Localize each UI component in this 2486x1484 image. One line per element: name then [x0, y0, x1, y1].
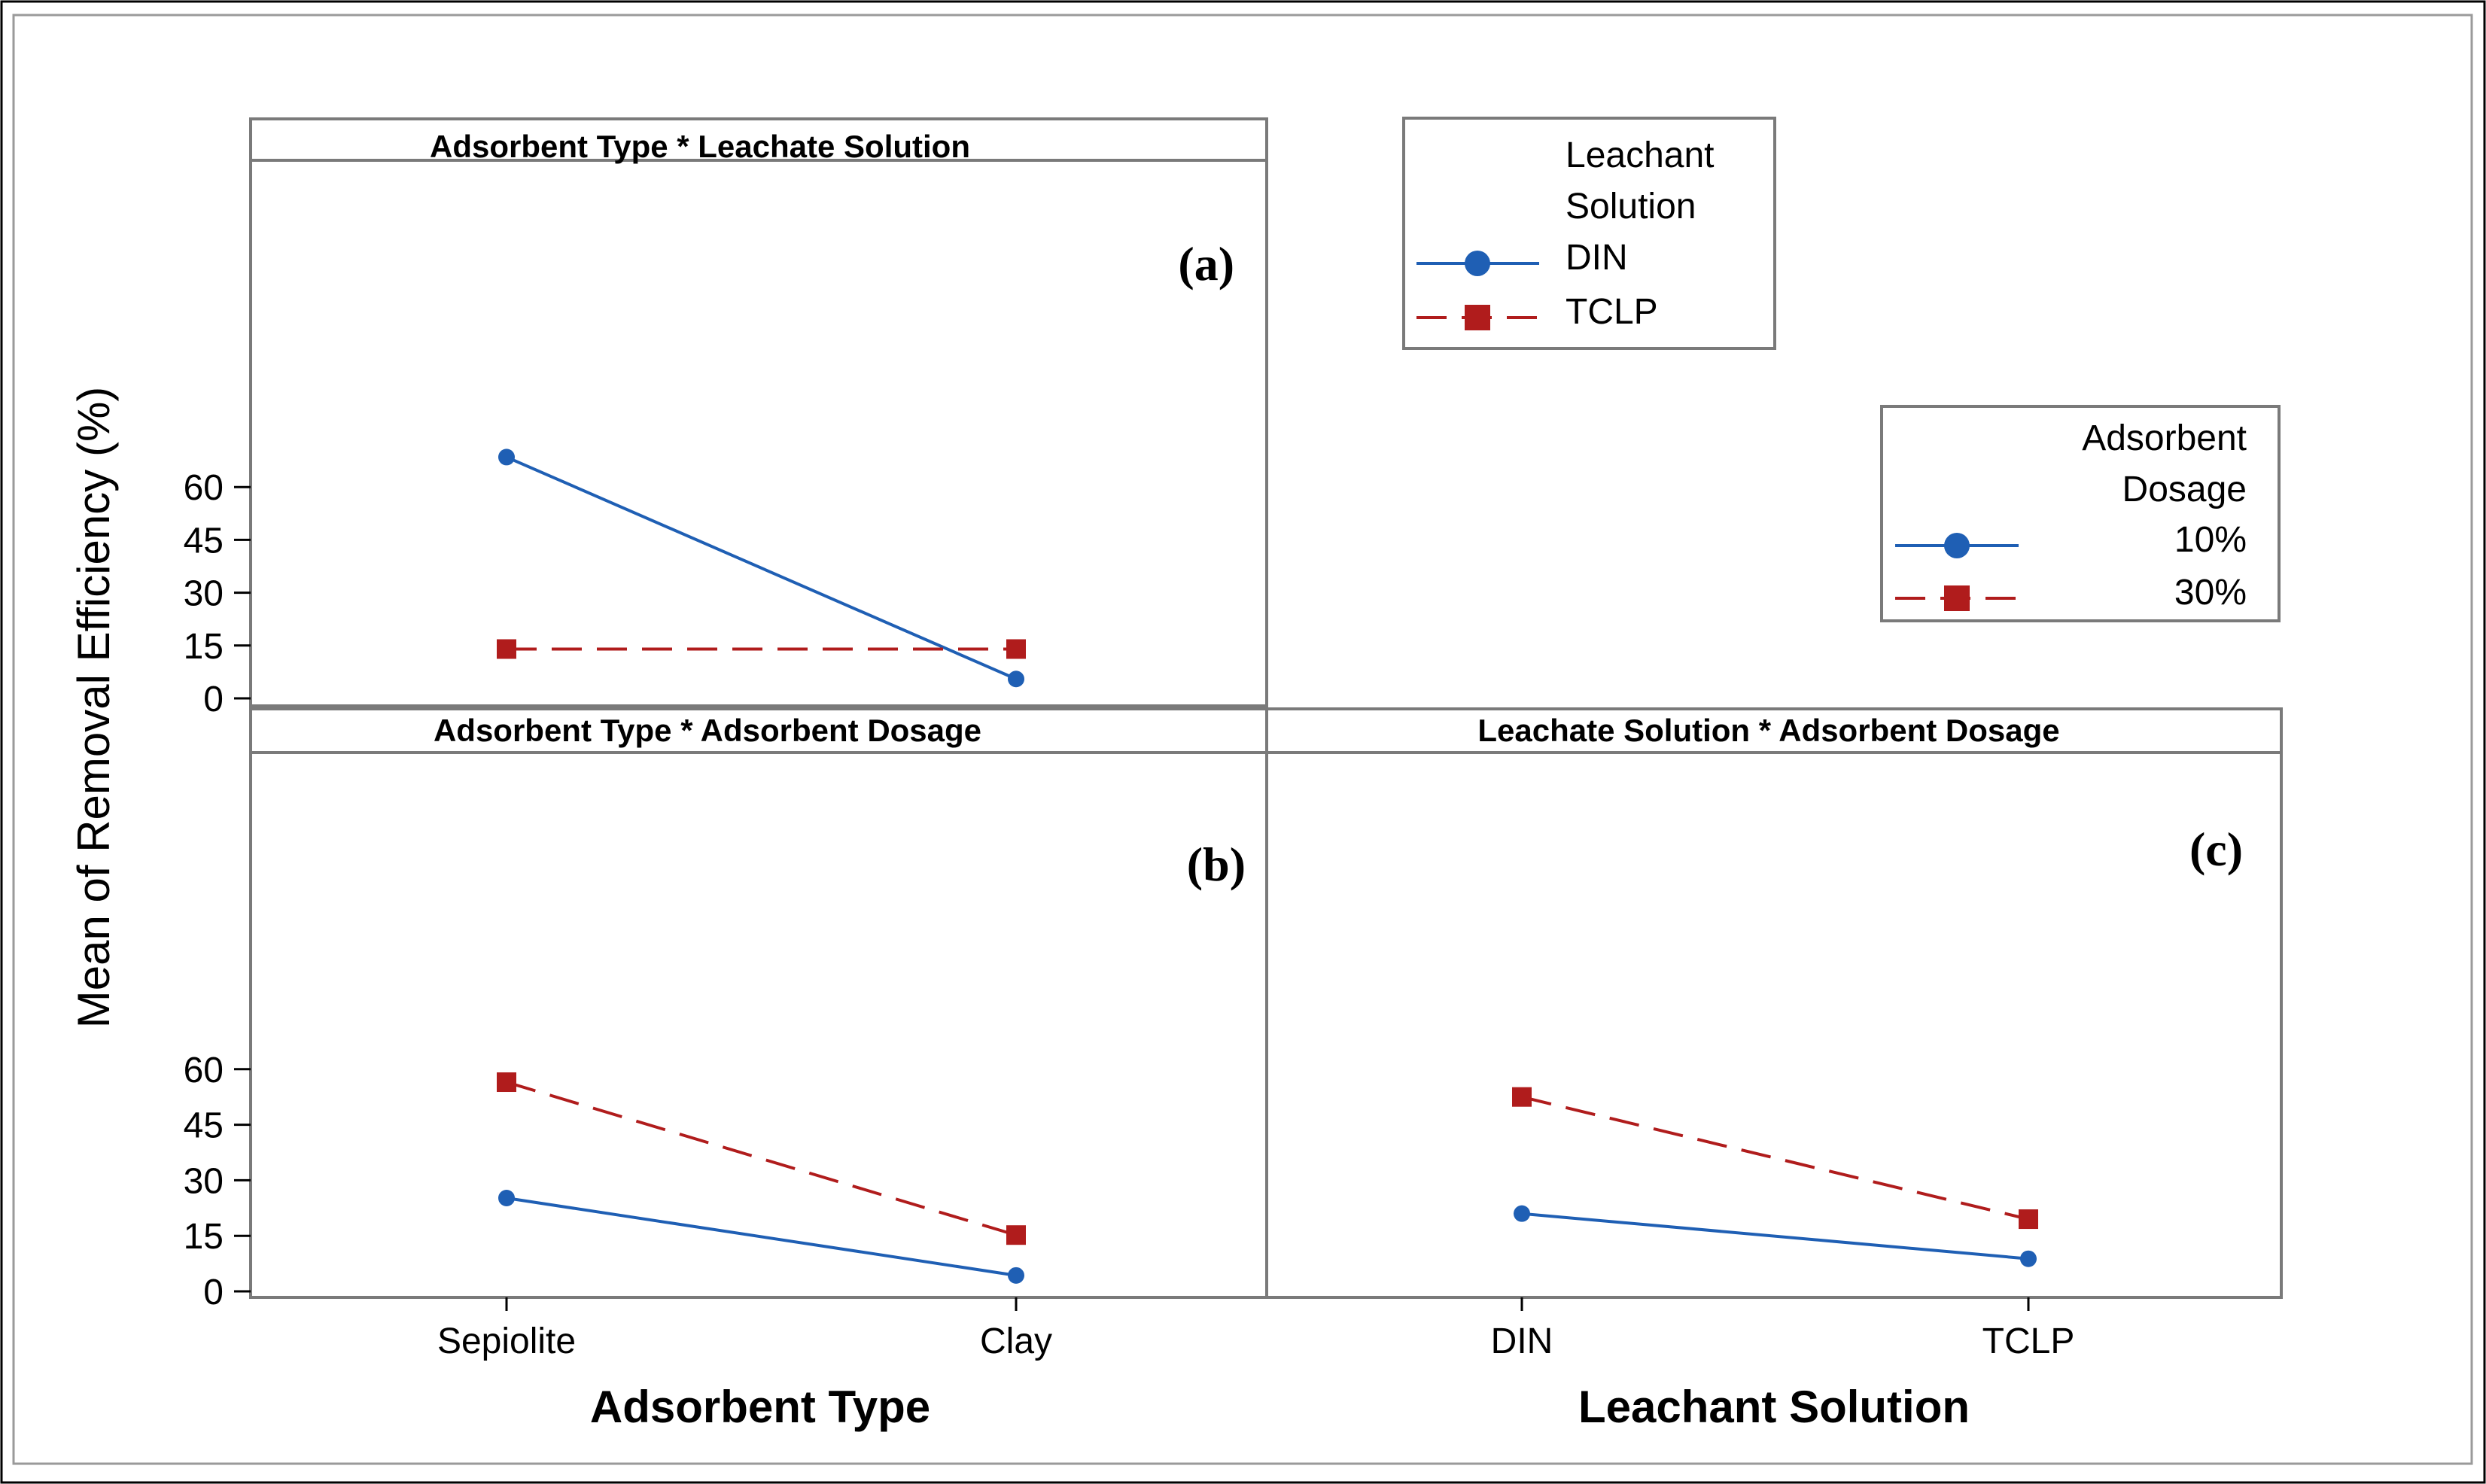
data-point-c-1-0 [1512, 1087, 1532, 1107]
series-line-c-1 [1521, 1095, 2029, 1221]
y-tick-label-a-0: 0 [203, 680, 224, 719]
data-point-a-1-0 [497, 639, 516, 659]
y-tick-label-a-30: 30 [184, 574, 224, 614]
panel-b: Adsorbent Type * Adsorbent Dosage (b) 0 1… [184, 707, 1268, 1361]
legend-dosage: Adsorbent Dosage 10% 30% [1880, 405, 2281, 622]
data-point-c-1-1 [2019, 1209, 2038, 1230]
data-point-a-0-1 [1008, 671, 1024, 688]
y-tick-label-b-60: 60 [184, 1051, 224, 1090]
x-axis-title-b: Adsorbent Type [590, 1382, 930, 1432]
legend-30-label: 30% [2174, 573, 2247, 613]
y-tick-label-b-0: 0 [203, 1273, 224, 1312]
series-line-c-0 [1521, 1212, 2029, 1260]
data-point-b-1-0 [497, 1072, 516, 1093]
legend-din-marker [1465, 251, 1490, 276]
x-tick-label-b-clay: Clay [980, 1321, 1052, 1361]
legend-leachant-box [1402, 117, 1776, 350]
panel-a: Adsorbent Type * Leachate Solution (a) 0… [184, 117, 1268, 719]
y-tick-label-a-45: 45 [184, 521, 224, 561]
panel-a-title: Adsorbent Type * Leachate Solution [430, 129, 970, 164]
y-tick-label-b-30: 30 [184, 1161, 224, 1201]
legend-dosage-title-line2: Dosage [2122, 470, 2247, 509]
x-axis-title-c: Leachant Solution [1578, 1382, 1970, 1432]
data-point-c-0-0 [1514, 1205, 1530, 1222]
data-point-b-0-1 [1008, 1267, 1024, 1284]
panel-c-title: Leachate Solution * Adsorbent Dosage [1477, 713, 2059, 748]
y-tick-label-a-60: 60 [184, 468, 224, 508]
data-point-c-0-1 [2020, 1250, 2037, 1267]
legend-tclp-marker [1465, 305, 1490, 330]
y-tick-label-b-45: 45 [184, 1106, 224, 1146]
panel-c-tag: (c) [2189, 823, 2243, 876]
legend-din-label: DIN [1566, 238, 1628, 278]
series-line-a-0 [506, 455, 1017, 681]
legend-10-marker [1944, 533, 1970, 558]
inner-border [12, 14, 2473, 1465]
legend-leachant: Leachant Solution DIN TCLP [1402, 117, 1776, 350]
panel-a-frame [249, 117, 1268, 707]
legend-dosage-title-line1: Adsorbent [2082, 418, 2247, 458]
data-point-b-1-1 [1006, 1225, 1026, 1245]
legend-10-label: 10% [2174, 520, 2247, 560]
panel-b-tag: (b) [1187, 838, 1246, 891]
y-tick-label-b-15: 15 [184, 1217, 224, 1257]
legend-30-marker [1944, 585, 1970, 611]
y-axis-title: Mean of Removal Efficiency (%) [68, 387, 119, 1029]
data-point-b-0-0 [498, 1190, 515, 1207]
legend-leachant-title-line2: Solution [1566, 187, 1696, 227]
x-tick-label-c-tclp: TCLP [1982, 1321, 2075, 1361]
x-tick-label-b-sepiolite: Sepiolite [437, 1321, 576, 1361]
panel-c-frame [1265, 707, 2283, 1299]
panel-b-title: Adsorbent Type * Adsorbent Dosage [434, 713, 981, 748]
panel-a-tag: (a) [1178, 237, 1234, 290]
series-line-b-1 [506, 1081, 1017, 1237]
legend-leachant-title-line1: Leachant [1566, 135, 1715, 175]
y-tick-label-a-15: 15 [184, 627, 224, 667]
x-tick-label-c-din: DIN [1491, 1321, 1553, 1361]
data-point-a-1-1 [1006, 639, 1026, 659]
panel-b-frame [249, 707, 1268, 1299]
legend-dosage-box [1880, 405, 2281, 622]
data-point-a-0-0 [498, 449, 515, 466]
panel-c: Leachate Solution * Adsorbent Dosage (c)… [1265, 707, 2283, 1361]
legend-tclp-label: TCLP [1566, 292, 1658, 332]
series-line-b-0 [506, 1197, 1017, 1277]
